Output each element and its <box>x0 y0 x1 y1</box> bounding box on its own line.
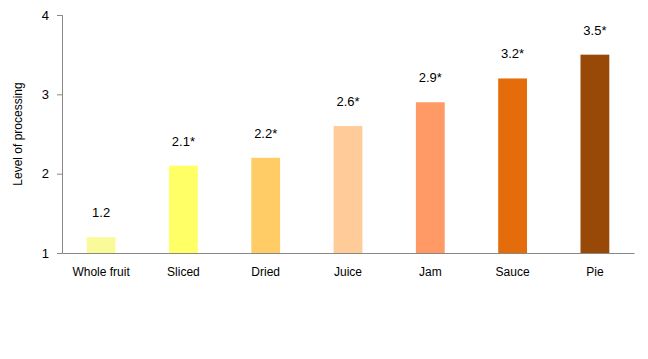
bar <box>581 55 610 253</box>
y-axis-line <box>57 16 63 254</box>
x-tick: Juice <box>334 253 362 279</box>
y-tick-label: 2 <box>42 166 49 181</box>
y-tick-label: 4 <box>42 8 49 23</box>
x-tick-label: Juice <box>334 265 362 279</box>
data-label: 1.2 <box>92 205 110 220</box>
x-tick-label: Sliced <box>167 265 200 279</box>
y-tick: 3 <box>42 87 62 102</box>
data-labels: 1.2 2.1* 2.2* 2.6* 2.9* 3.2* 3.5* <box>92 23 606 220</box>
data-label: 2.6* <box>336 94 359 109</box>
y-tick-label: 3 <box>42 87 49 102</box>
data-label: 2.2* <box>254 126 277 141</box>
y-tick: 1 <box>42 246 62 261</box>
x-tick: Jam <box>419 253 442 279</box>
x-tick: Sauce <box>496 253 530 279</box>
bar <box>416 102 445 253</box>
y-axis-title: Level of processing <box>11 82 25 185</box>
x-tick: Whole fruit <box>72 253 130 279</box>
data-label: 2.9* <box>419 70 442 85</box>
y-tick-mark <box>57 253 62 254</box>
x-tick-label: Whole fruit <box>72 265 130 279</box>
x-tick-label: Sauce <box>496 265 530 279</box>
x-axis-line <box>63 253 635 254</box>
y-tick-mark <box>57 94 62 95</box>
y-axis: 1 2 3 4 <box>42 8 63 261</box>
bar <box>498 78 527 253</box>
x-tick-label: Pie <box>586 265 604 279</box>
chart: 1 2 3 4 Whole fruit Sliced Dried Juice Jam Sauce P… <box>0 0 648 359</box>
data-label: 2.1* <box>172 134 195 149</box>
y-tick: 4 <box>42 8 62 23</box>
y-tick-mark <box>57 15 62 16</box>
x-tick: Dried <box>251 253 280 279</box>
x-tick: Sliced <box>167 253 200 279</box>
plot: 1 2 3 4 Whole fruit Sliced Dried Juice Jam Sauce P… <box>42 8 635 279</box>
y-tick: 2 <box>42 166 62 181</box>
bars <box>87 55 610 253</box>
bar <box>251 158 280 253</box>
bar <box>87 237 116 253</box>
y-tick-label: 1 <box>42 246 49 261</box>
x-axis: Whole fruit Sliced Dried Juice Jam Sauce Pie <box>63 253 635 279</box>
y-tick-mark <box>57 174 62 175</box>
bar <box>169 166 198 253</box>
x-tick-label: Dried <box>251 265 280 279</box>
data-label: 3.5* <box>583 23 606 38</box>
bar <box>334 126 363 253</box>
data-label: 3.2* <box>501 46 524 61</box>
x-tick-label: Jam <box>419 265 442 279</box>
x-tick: Pie <box>586 253 604 279</box>
